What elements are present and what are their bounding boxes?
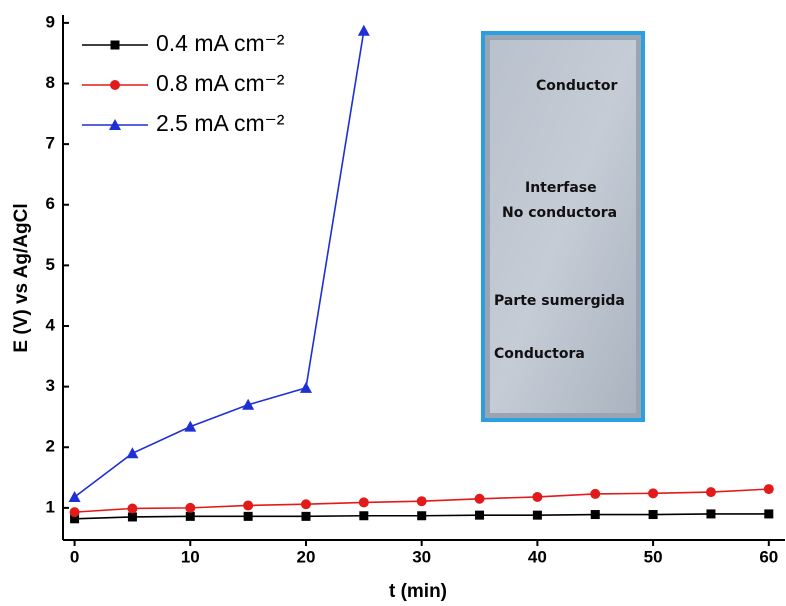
x-tick-label: 30 [412,547,431,566]
annotation: Conductora [494,346,585,362]
marker [474,493,485,504]
marker [110,80,120,90]
marker [127,503,138,514]
marker [648,488,659,499]
marker [706,509,716,519]
marker [242,398,255,410]
marker [126,447,139,459]
x-tick-label: 20 [297,547,316,566]
series-line [74,30,365,498]
marker [300,499,311,510]
marker [532,491,543,502]
marker [184,420,197,432]
annotation: Conductor [536,78,617,94]
y-tick-label: 4 [46,315,56,334]
marker [185,502,196,513]
marker [417,511,427,521]
marker [301,511,311,521]
y-tick-label: 5 [46,255,55,274]
marker [243,511,253,521]
marker [475,510,485,520]
marker [69,507,80,518]
x-tick-label: 40 [528,547,547,566]
y-tick-label: 7 [46,134,55,153]
x-tick-label: 0 [70,547,79,566]
marker [590,488,601,499]
marker [70,514,80,524]
marker [185,511,195,521]
marker [764,509,774,519]
marker [416,496,427,507]
y-tick-label: 6 [46,194,55,213]
y-tick-label: 1 [46,497,55,516]
legend-label: 0.4 mA cm⁻² [156,30,285,56]
marker [705,487,716,498]
marker [358,497,369,508]
legend-label: 0.8 mA cm⁻² [156,70,285,96]
y-axis-title: E (V) vs Ag/AgCl [11,203,32,352]
x-axis-title: t (min) [389,581,447,602]
marker [68,490,81,502]
marker [243,500,254,511]
marker [532,510,542,520]
marker [763,484,774,495]
x-tick-label: 50 [644,547,663,566]
y-tick-label: 3 [46,376,55,395]
x-tick-label: 60 [759,547,778,566]
y-tick-label: 9 [46,12,55,31]
marker [110,40,120,50]
marker [299,381,312,393]
glass-slide [490,40,636,413]
marker [109,119,121,130]
annotation: No conductora [502,205,617,221]
marker [127,512,137,522]
annotation: Interfase [525,180,597,196]
y-tick-label: 8 [46,73,55,92]
marker [648,510,658,520]
marker [590,510,600,520]
x-tick-label: 10 [181,547,200,566]
annotation: Parte sumergida [494,293,625,309]
marker [357,24,370,36]
y-tick-label: 2 [46,437,55,456]
legend-label: 2.5 mA cm⁻² [156,110,285,136]
marker [359,511,369,521]
